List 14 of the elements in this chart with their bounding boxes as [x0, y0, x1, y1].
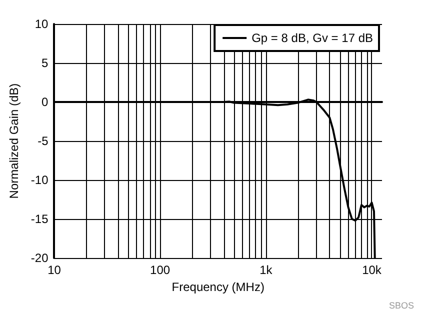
legend-label: Gp = 8 dB, Gv = 17 dB: [252, 31, 373, 45]
x-tick-label: 10k: [362, 263, 382, 277]
y-tick-label: -5: [38, 134, 49, 148]
y-tick-label: 5: [42, 56, 49, 70]
x-axis-title: Frequency (MHz): [172, 280, 264, 294]
x-tick-label: 100: [150, 263, 170, 277]
y-tick-label: 10: [34, 17, 49, 31]
x-tick-label: 1k: [260, 263, 274, 277]
y-tick-label: -20: [30, 251, 49, 265]
text: SBOS: [388, 300, 414, 310]
y-tick-label: -10: [30, 173, 49, 187]
y-axis-title: Normalized Gain (dB): [7, 83, 21, 199]
y-tick-label: -15: [30, 212, 49, 226]
y-tick-label: 0: [42, 95, 49, 109]
